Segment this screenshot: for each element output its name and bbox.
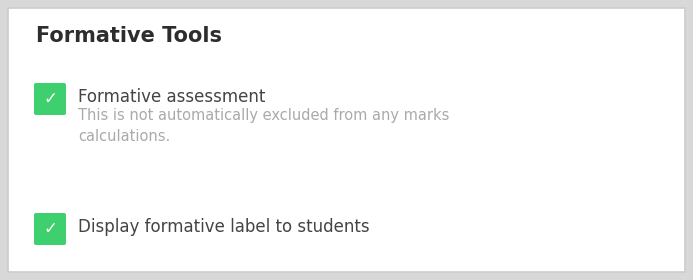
FancyBboxPatch shape	[34, 213, 66, 245]
Text: Formative Tools: Formative Tools	[36, 26, 222, 46]
FancyBboxPatch shape	[8, 8, 685, 272]
Text: ✓: ✓	[43, 90, 57, 108]
Text: Display formative label to students: Display formative label to students	[78, 218, 369, 236]
Text: This is not automatically excluded from any marks
calculations.: This is not automatically excluded from …	[78, 108, 449, 144]
FancyBboxPatch shape	[34, 83, 66, 115]
Text: Formative assessment: Formative assessment	[78, 88, 265, 106]
Text: ✓: ✓	[43, 220, 57, 238]
